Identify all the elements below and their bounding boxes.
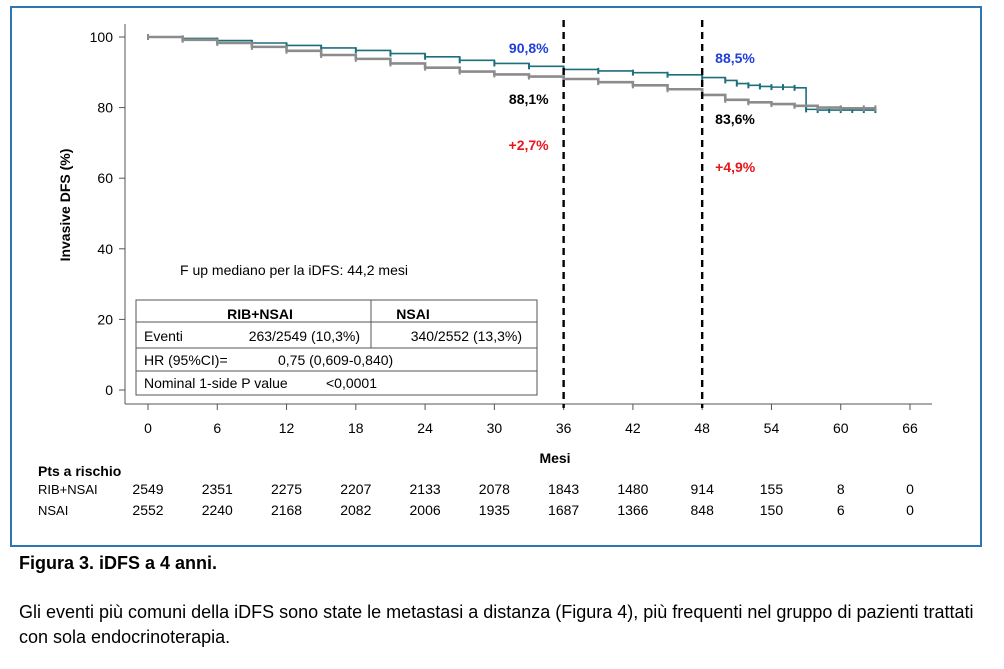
annotation-label: 90,8%: [509, 40, 549, 56]
y-tick-label: 40: [97, 241, 113, 257]
axes: 0 20 40 60 80 100 0 6 12 18 24 30 36 42 48 54 60 66 Mesi In…: [57, 24, 932, 466]
x-tick-label: 66: [902, 420, 918, 436]
x-tick-label: 48: [694, 420, 710, 436]
stats-events-nsai: 340/2552 (13,3%): [411, 328, 522, 344]
x-tick-label: 12: [279, 420, 295, 436]
median-followup-note: F up mediano per la iDFS: 44,2 mesi: [180, 262, 408, 278]
y-tick-label: 20: [97, 311, 113, 327]
risk-value: 2549: [132, 481, 163, 497]
figure-frame: [10, 6, 982, 547]
risk-value: 2082: [340, 502, 371, 518]
risk-value: 1480: [617, 481, 648, 497]
figure-caption: Figura 3. iDFS a 4 anni.: [19, 553, 218, 573]
risk-value: 2133: [410, 481, 441, 497]
stats-hr-label: HR (95%CI)=: [144, 352, 228, 368]
risk-value: 2552: [132, 502, 163, 518]
annotation-label: 83,6%: [715, 111, 755, 127]
risk-value: 2240: [202, 502, 233, 518]
x-tick-label: 24: [417, 420, 433, 436]
stats-events-rib: 263/2549 (10,3%): [249, 328, 360, 344]
annotation-label: +4,9%: [715, 159, 756, 175]
x-tick-label: 60: [833, 420, 849, 436]
risk-row-label: NSAI: [38, 503, 68, 518]
risk-value: 0: [906, 502, 914, 518]
risk-value: 2078: [479, 481, 510, 497]
y-axis-label: Invasive DFS (%): [57, 149, 73, 262]
risk-value: 2275: [271, 481, 302, 497]
risk-value: 150: [760, 502, 784, 518]
y-tick-label: 80: [97, 100, 113, 116]
stats-p-value: <0,0001: [326, 375, 377, 391]
annotation-label: 88,1%: [509, 91, 549, 107]
reference-lines: [562, 20, 704, 408]
risk-value: 914: [691, 481, 715, 497]
risk-value: 1935: [479, 502, 510, 518]
risk-value: 2351: [202, 481, 233, 497]
risk-value: 1366: [617, 502, 648, 518]
x-tick-label: 0: [144, 420, 152, 436]
risk-value: 2006: [410, 502, 441, 518]
stats-p-label: Nominal 1-side P value: [144, 375, 288, 391]
x-axis-label: Mesi: [539, 450, 570, 466]
y-tick-label: 100: [90, 29, 114, 45]
annotation-label: 88,5%: [715, 50, 755, 66]
risk-value: 2207: [340, 481, 371, 497]
stats-table: RIB+NSAI NSAI Eventi 263/2549 (10,3%) 340/25…: [135, 299, 538, 396]
risk-value: 8: [837, 481, 845, 497]
stats-header-rib: RIB+NSAI: [227, 306, 293, 322]
risk-row-label: RIB+NSAI: [38, 482, 98, 497]
x-tick-label: 36: [556, 420, 572, 436]
risk-value: 6: [837, 502, 845, 518]
risk-table: Pts a rischio RIB+NSAI 2549 2351 2275 2207 213…: [38, 463, 914, 518]
risk-value: 848: [691, 502, 715, 518]
x-tick-label: 54: [764, 420, 780, 436]
body-paragraph: Gli eventi più comuni della iDFS sono st…: [19, 602, 974, 647]
series-layer: [147, 34, 877, 114]
risk-table-title: Pts a rischio: [38, 463, 121, 479]
x-tick-label: 18: [348, 420, 364, 436]
annotation-label: +2,7%: [509, 137, 550, 153]
x-tick-label: 30: [487, 420, 503, 436]
risk-value: 1687: [548, 502, 579, 518]
y-tick-label: 0: [105, 382, 113, 398]
stats-events-label: Eventi: [144, 328, 183, 344]
stats-header-nsai: NSAI: [396, 306, 429, 322]
risk-value: 2168: [271, 502, 302, 518]
risk-value: 1843: [548, 481, 579, 497]
stats-hr-value: 0,75 (0,609-0,840): [278, 352, 393, 368]
y-tick-label: 60: [97, 170, 113, 186]
risk-value: 155: [760, 481, 784, 497]
x-tick-label: 6: [213, 420, 221, 436]
annotations: 90,8% 88,1% +2,7% 88,5% 83,6% +4,9%: [509, 40, 756, 175]
risk-value: 0: [906, 481, 914, 497]
x-tick-label: 42: [625, 420, 641, 436]
